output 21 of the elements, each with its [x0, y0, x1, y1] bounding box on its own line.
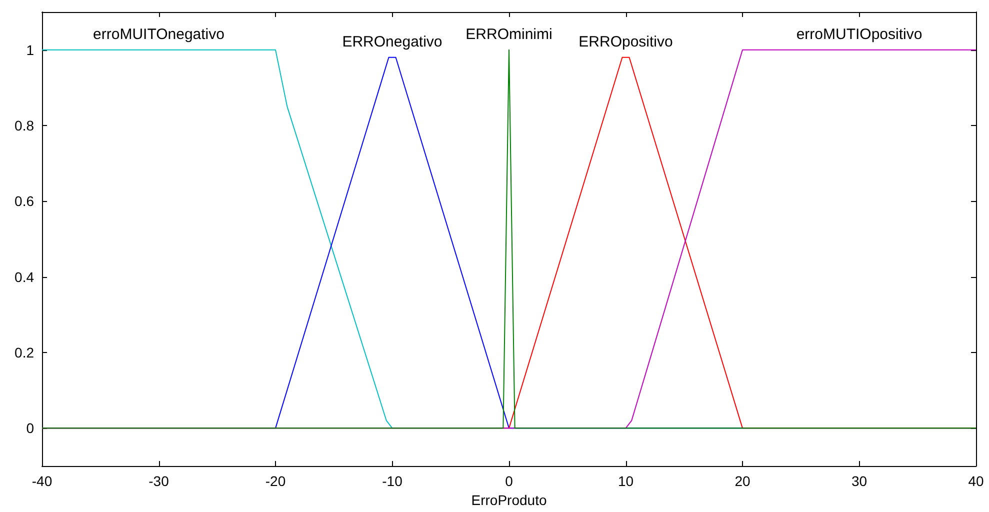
y-tick-label: 0 — [26, 420, 34, 436]
y-tick-label: 0.8 — [14, 118, 34, 134]
series-label: ERROpositivo — [578, 33, 673, 50]
x-tick-label: -10 — [382, 473, 403, 489]
x-axis-title: ErroProduto — [471, 492, 547, 508]
y-tick-label: 0.6 — [14, 193, 34, 210]
x-tick-label: -40 — [32, 473, 52, 489]
series-label: ERROminimi — [466, 26, 552, 43]
y-tick-label: 0.2 — [14, 344, 34, 360]
x-tick-label: 30 — [851, 473, 868, 489]
y-tick-label: 1 — [26, 42, 34, 58]
series-label: erroMUTIOpositivo — [796, 26, 922, 43]
x-tick-label: 0 — [505, 473, 514, 489]
x-tick-label: 20 — [734, 473, 750, 489]
x-tick-label: -20 — [265, 473, 286, 489]
series-label: ERROnegativo — [342, 33, 442, 50]
x-tick-label: -30 — [148, 473, 170, 489]
series-label: erroMUITOnegativo — [93, 26, 224, 43]
x-tick-label: 10 — [618, 473, 634, 489]
y-tick-label: 0.4 — [14, 268, 34, 285]
x-tick-label: 40 — [968, 473, 984, 489]
